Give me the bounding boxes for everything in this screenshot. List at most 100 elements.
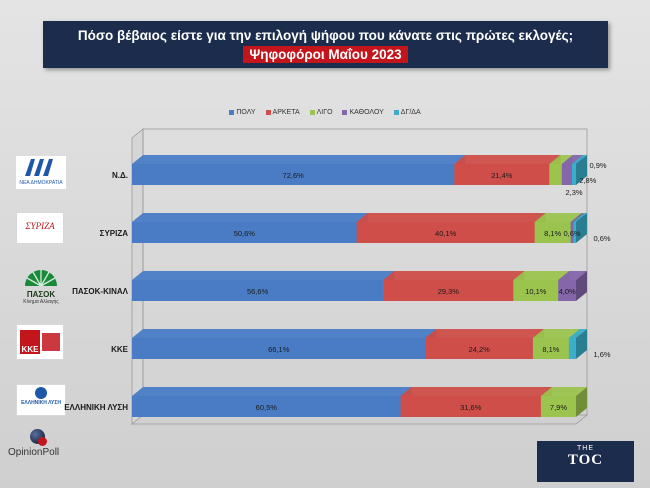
data-label: 8,1% (542, 345, 559, 354)
bar-top-face (549, 155, 573, 164)
kke-logo-mark: ΚΚΕ (20, 330, 40, 354)
bar-segment (570, 222, 574, 243)
thetoc-logo-main: TOC (567, 452, 604, 468)
data-label: 8,1% (544, 229, 561, 238)
bar-top-face (534, 213, 582, 222)
data-label: 56,6% (247, 287, 269, 296)
bar-segment (400, 396, 541, 417)
legend-label: ΚΑΘΟΛΟΥ (349, 109, 384, 116)
legend-label: ΔΓ/ΔΑ (400, 109, 421, 116)
bar-top-face (425, 329, 544, 338)
legend-label: ΠΟΛΥ (236, 109, 256, 116)
bar-top-face (132, 213, 368, 222)
legend-swatch (265, 109, 271, 115)
legend-label: ΑΡΚΕΤΑ (272, 109, 300, 116)
data-label: 10,1% (525, 287, 547, 296)
bar-top-face (132, 329, 437, 338)
syriza-logo-text: ΣΥΡΙΖΑ (25, 221, 55, 231)
bar-segment (132, 280, 384, 301)
bar-segment (132, 222, 357, 243)
bar-side-face (576, 329, 587, 359)
elliniki-lysi-logo-icon: ΕΛΛΗΝΙΚΗ ΛΥΣΗ (16, 384, 66, 416)
legend-swatch (342, 109, 348, 115)
chart-legend: ΠΟΛΥ ΑΡΚΕΤΑ ΛΙΓΟ ΚΑΘΟΛΟΥ ΔΓ/ΔΑ (0, 109, 650, 116)
data-label: 1,6% (593, 350, 610, 359)
bar-segment (513, 280, 559, 301)
bar-top-face (513, 271, 570, 280)
bar-top-face (573, 213, 587, 222)
bar-top-face (570, 213, 585, 222)
data-label: 2,8% (579, 176, 596, 185)
bar-segment (132, 164, 455, 185)
nd-logo-mark (25, 159, 53, 176)
data-label: 7,9% (550, 403, 567, 412)
opinionpoll-logo-text: OpinionPoll (8, 447, 60, 458)
category-label: ΠΑΣΟΚ-ΚΙΝΑΛ (72, 287, 129, 296)
pasok-sun-icon (25, 270, 57, 287)
bar-top-face (400, 387, 552, 396)
bar-segment (383, 280, 514, 301)
elliniki-lysi-emblem (35, 387, 47, 399)
nd-logo-text: ΝΕΑ ΔΗΜΟΚΡΑΤΙΑ (19, 180, 63, 186)
bar-top-face (132, 155, 466, 164)
data-label: 31,6% (460, 403, 482, 412)
bar-segment (532, 338, 569, 359)
bar-segment (573, 222, 576, 243)
legend-swatch (393, 109, 399, 115)
opinionpoll-logo: OpinionPoll (8, 429, 60, 458)
category-label: Ν.Δ. (112, 171, 128, 180)
data-label: 0,9% (589, 161, 606, 170)
bar-top-face (532, 329, 580, 338)
data-label: 66,1% (268, 345, 290, 354)
category-label: ΣΥΡΙΖΑ (100, 229, 129, 238)
thetoc-logo-small: THE (577, 445, 594, 452)
data-label: 40,1% (435, 229, 457, 238)
data-label: 72,6% (283, 171, 305, 180)
bar-segment (540, 396, 576, 417)
bar-top-face (356, 213, 546, 222)
data-label: 0,6% (593, 234, 610, 243)
bar-segment (568, 338, 576, 359)
bar-side-face (576, 271, 587, 301)
bar-segment (425, 338, 533, 359)
bar-top-face (561, 155, 584, 164)
kke-logo-text: ΚΚΕ (21, 345, 39, 354)
bar-top-face (568, 329, 587, 338)
legend-swatch (309, 109, 315, 115)
data-label: 50,6% (234, 229, 256, 238)
bar-segment (549, 164, 562, 185)
bar-segment (132, 396, 401, 417)
bar-segment (454, 164, 550, 185)
bar-segment (534, 222, 571, 243)
plot-floor (130, 414, 589, 425)
opinionpoll-logo-icon (30, 429, 47, 446)
kke-logo-icon: ΚΚΕ (16, 324, 64, 360)
data-label: 0,6% (563, 229, 580, 238)
pasok-logo-text: ΠΑΣΟΚ (26, 290, 56, 299)
elliniki-lysi-logo-text: ΕΛΛΗΝΙΚΗ ΛΥΣΗ (21, 400, 61, 406)
bar-top-face (558, 271, 587, 280)
bar-top-face (540, 387, 587, 396)
bar-top-face (132, 387, 412, 396)
chart-title-box: Πόσο βέβαιος είστε για την επιλογή ψήφου… (43, 21, 608, 68)
data-label: 4,0% (559, 287, 576, 296)
bar-side-face (576, 213, 587, 243)
syriza-logo-icon: ΣΥΡΙΖΑ (16, 212, 64, 244)
bar-segment (356, 222, 535, 243)
legend-label: ΛΙΓΟ (316, 109, 333, 116)
bar-segment (558, 280, 576, 301)
pasok-logo-subtext: Κίνημα Αλλαγής (23, 299, 59, 305)
data-label: 21,4% (491, 171, 513, 180)
nd-logo-icon: ΝΕΑ ΔΗΜΟΚΡΑΤΙΑ (16, 156, 66, 189)
bar-segment (132, 338, 426, 359)
legend-item-katholou: ΚΑΘΟΛΟΥ (342, 109, 384, 116)
kke-logo-row: ΚΚΕ (17, 325, 63, 359)
legend-item-ligo: ΛΙΓΟ (309, 109, 333, 116)
bar-segment (561, 164, 573, 185)
legend-item-arketa: ΑΡΚΕΤΑ (265, 109, 300, 116)
bar-top-face (454, 155, 561, 164)
legend-item-dgda: ΔΓ/ΔΑ (393, 109, 421, 116)
chart-subtitle: Ψηφοφόροι Μαΐου 2023 (243, 46, 408, 63)
bar-top-face (572, 155, 587, 164)
